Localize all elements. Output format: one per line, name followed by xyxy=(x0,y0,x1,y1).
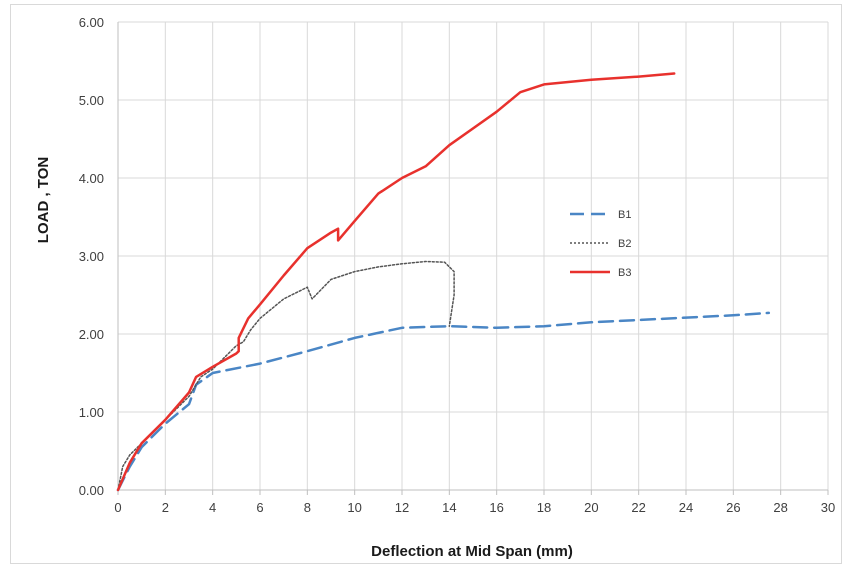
y-tick-label: 6.00 xyxy=(79,15,104,30)
x-tick-label: 28 xyxy=(773,500,787,515)
x-tick-label: 22 xyxy=(631,500,645,515)
axis-layer: 0 2 4 6 8 10 12 14 16 18 20 22 24 26 28 300.001.002.003… xyxy=(79,15,836,515)
y-axis-title: LOAD , TON xyxy=(35,157,52,243)
x-tick-label: 12 xyxy=(395,500,409,515)
series-line-b3 xyxy=(116,72,676,492)
x-axis-title: Deflection at Mid Span (mm) xyxy=(371,543,573,560)
legend: B1 B2 B3 xyxy=(570,209,631,279)
x-tick-label: 2 xyxy=(162,500,169,515)
y-tick-label: 3.00 xyxy=(79,249,104,264)
y-tick-label: 0.00 xyxy=(79,483,104,498)
y-tick-label: 2.00 xyxy=(79,327,104,342)
legend-label-b1: B1 xyxy=(618,209,631,221)
x-tick-label: 0 xyxy=(114,500,121,515)
x-tick-label: 16 xyxy=(489,500,503,515)
x-tick-label: 10 xyxy=(347,500,361,515)
legend-label-b2: B2 xyxy=(618,238,631,250)
series-line-b1 xyxy=(116,311,771,492)
legend-label-b3: B3 xyxy=(618,267,631,279)
x-tick-label: 26 xyxy=(726,500,740,515)
series-line-b2 xyxy=(117,260,455,491)
y-tick-label: 1.00 xyxy=(79,405,104,420)
grid-layer xyxy=(117,21,829,491)
x-tick-label: 6 xyxy=(256,500,263,515)
y-tick-label: 5.00 xyxy=(79,93,104,108)
series-layer xyxy=(116,72,771,492)
x-tick-label: 24 xyxy=(679,500,693,515)
y-tick-label: 4.00 xyxy=(79,171,104,186)
x-tick-label: 8 xyxy=(304,500,311,515)
x-tick-label: 30 xyxy=(821,500,835,515)
x-tick-label: 4 xyxy=(209,500,216,515)
chart-frame xyxy=(10,4,842,564)
x-tick-label: 18 xyxy=(537,500,551,515)
x-tick-label: 14 xyxy=(442,500,456,515)
x-tick-label: 20 xyxy=(584,500,598,515)
